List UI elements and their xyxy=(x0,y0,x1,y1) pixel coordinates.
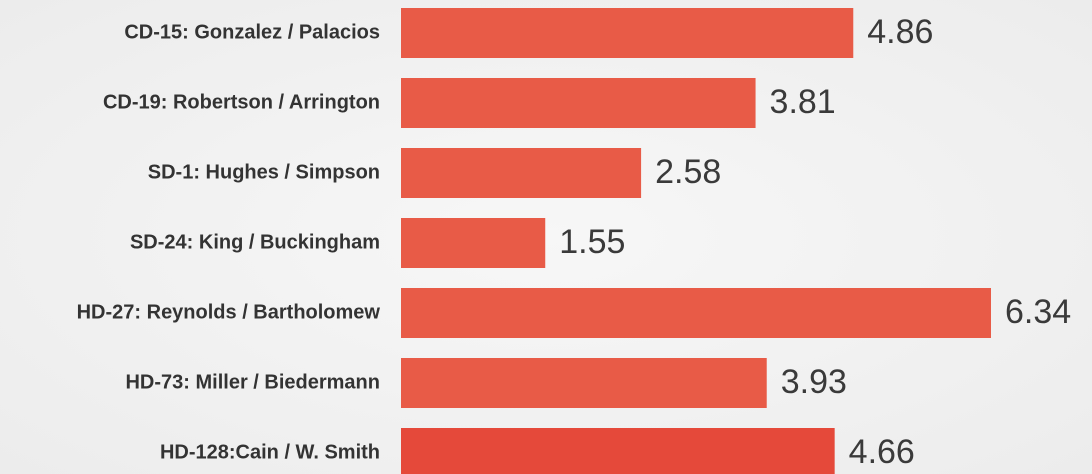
value-label: 4.66 xyxy=(849,433,915,471)
value-label: 3.93 xyxy=(781,363,847,401)
bar xyxy=(401,288,991,338)
value-label: 4.86 xyxy=(867,13,933,51)
value-label: 6.34 xyxy=(1005,293,1071,331)
category-label: HD-73: Miller / Biedermann xyxy=(125,371,380,393)
category-label: SD-1: Hughes / Simpson xyxy=(148,161,380,183)
category-label: HD-128:Cain / W. Smith xyxy=(160,441,380,463)
value-label: 3.81 xyxy=(770,83,836,121)
category-label: CD-15: Gonzalez / Palacios xyxy=(124,21,380,43)
bar xyxy=(401,8,854,58)
bar xyxy=(401,78,756,128)
value-label: 1.55 xyxy=(559,223,625,261)
category-label: HD-27: Reynolds / Bartholomew xyxy=(77,301,381,323)
value-label: 2.58 xyxy=(655,153,721,191)
bar xyxy=(401,428,835,474)
bar xyxy=(401,148,642,198)
category-label: CD-19: Robertson / Arrington xyxy=(103,91,380,113)
category-label: SD-24: King / Buckingham xyxy=(130,231,380,253)
bar xyxy=(401,218,546,268)
bar xyxy=(401,358,767,408)
